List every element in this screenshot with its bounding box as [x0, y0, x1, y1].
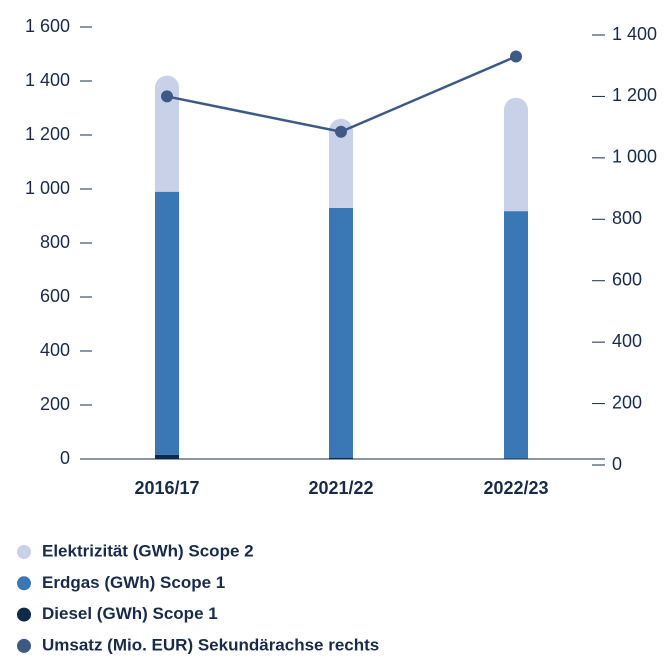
bar-segment [329, 207, 353, 458]
y2-tick-label: 1 400 [612, 24, 657, 44]
x-tick-label: 2022/23 [483, 478, 548, 498]
y-tick-label: 600 [40, 286, 70, 306]
bar-segment [155, 454, 179, 459]
x-tick-label: 2021/22 [308, 478, 373, 498]
y-tick-label: 200 [40, 394, 70, 414]
bar-segment [155, 191, 179, 455]
line-point [335, 125, 347, 138]
legend-label: Diesel (GWh) Scope 1 [42, 604, 218, 623]
legend-marker [17, 607, 31, 622]
y-tick-label: 400 [40, 340, 70, 360]
line-point [510, 50, 522, 63]
y2-tick-label: 0 [612, 454, 622, 474]
bar-segment [504, 211, 528, 459]
y-tick-label: 0 [60, 448, 70, 468]
y2-tick-label: 1 000 [612, 147, 657, 167]
y-tick-label: 1 200 [25, 124, 70, 144]
legend-marker [17, 638, 31, 653]
bar-segment [329, 457, 353, 459]
y-tick-label: 1 600 [25, 16, 70, 36]
legend-label: Elektrizität (GWh) Scope 2 [42, 541, 254, 560]
bar-segment [504, 458, 528, 459]
y-tick-label: 1 000 [25, 178, 70, 198]
legend-label: Erdgas (GWh) Scope 1 [42, 573, 225, 592]
y2-tick-label: 1 200 [612, 85, 657, 105]
line-point [161, 90, 173, 103]
bar-segment [155, 75, 179, 192]
legend-marker [17, 576, 31, 591]
y2-tick-label: 600 [612, 269, 642, 289]
x-tick-label: 2016/17 [134, 478, 199, 498]
y2-tick-label: 400 [612, 331, 642, 351]
y-tick-label: 1 400 [25, 70, 70, 90]
bar-segment [504, 97, 528, 212]
legend-marker [17, 545, 31, 559]
y2-tick-label: 800 [612, 208, 642, 228]
y-tick-label: 800 [40, 232, 70, 252]
bar-segment [329, 118, 353, 208]
y2-tick-label: 200 [612, 392, 642, 412]
legend-label: Umsatz (Mio. EUR) Sekundärachse rechts [42, 635, 379, 654]
